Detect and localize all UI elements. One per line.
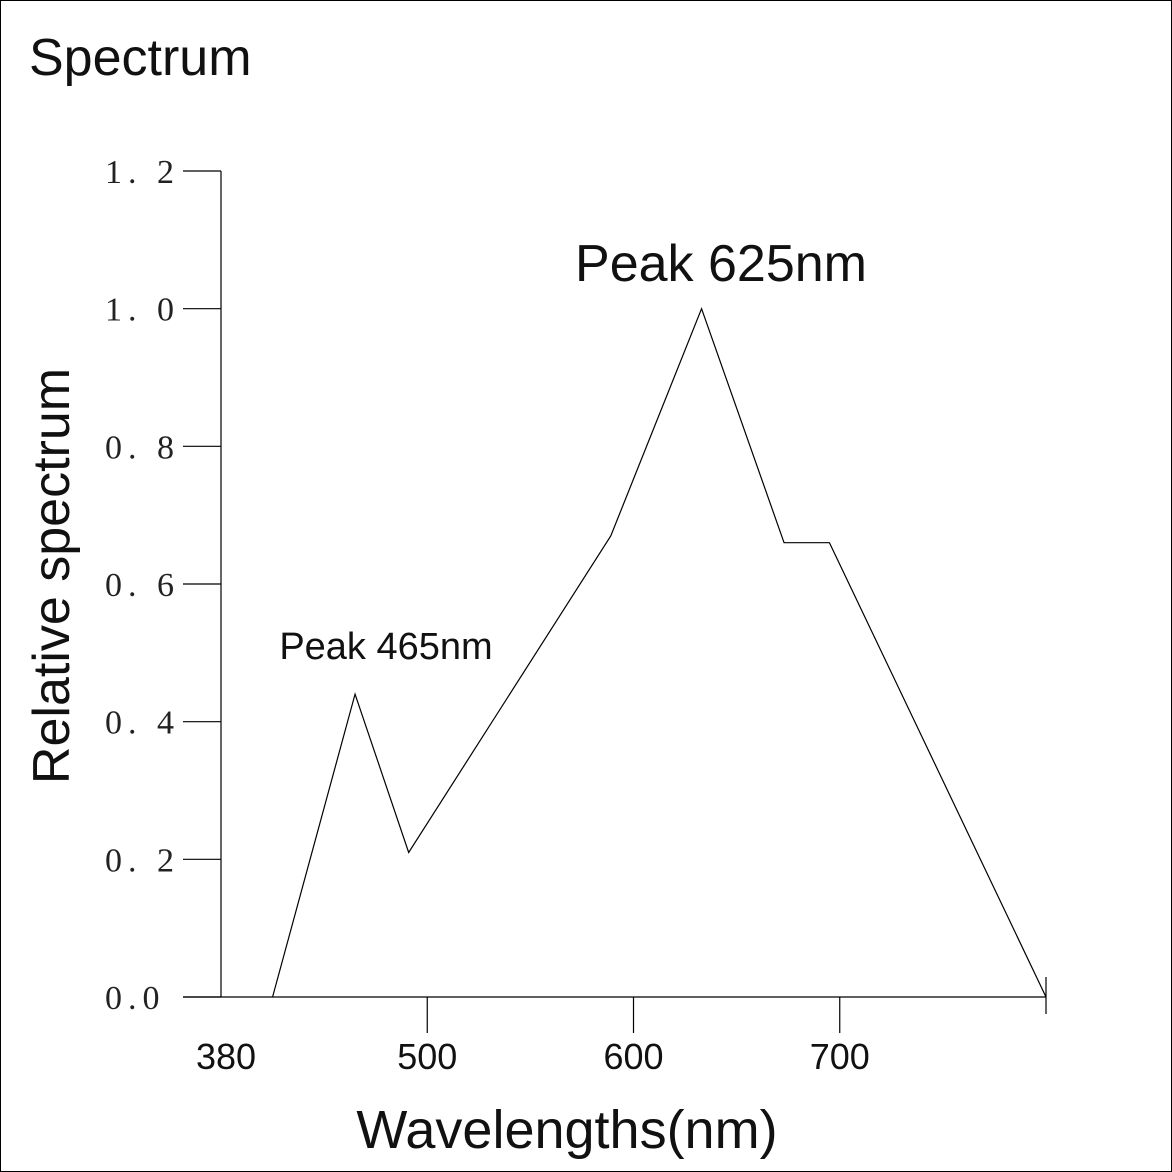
spectrum-line [271,306,1047,998]
y-tick-label: 0. 6 [105,567,180,604]
y-tick-label: 0. 2 [105,842,180,879]
x-axis-label: Wavelengths(nm) [356,1100,777,1160]
x-tick-label: 600 [603,1036,663,1077]
y-tick-label: 1. 2 [105,154,180,191]
y-axis-label: Relative spectrum [23,368,81,784]
y-tick-label: 1. 0 [105,292,180,329]
peak-625-annotation: Peak 625nm [575,235,867,293]
y-tick-label: 0.0 [105,980,166,1017]
y-tick-label: 0. 4 [105,705,180,742]
chart-title: Spectrum [29,29,252,87]
y-tick-label: 0. 8 [105,429,180,466]
x-tick-label: 500 [397,1036,457,1077]
x-tick-label: 700 [810,1036,870,1077]
peak-465-annotation: Peak 465nm [279,626,492,668]
x-tick-label: 380 [196,1036,256,1077]
